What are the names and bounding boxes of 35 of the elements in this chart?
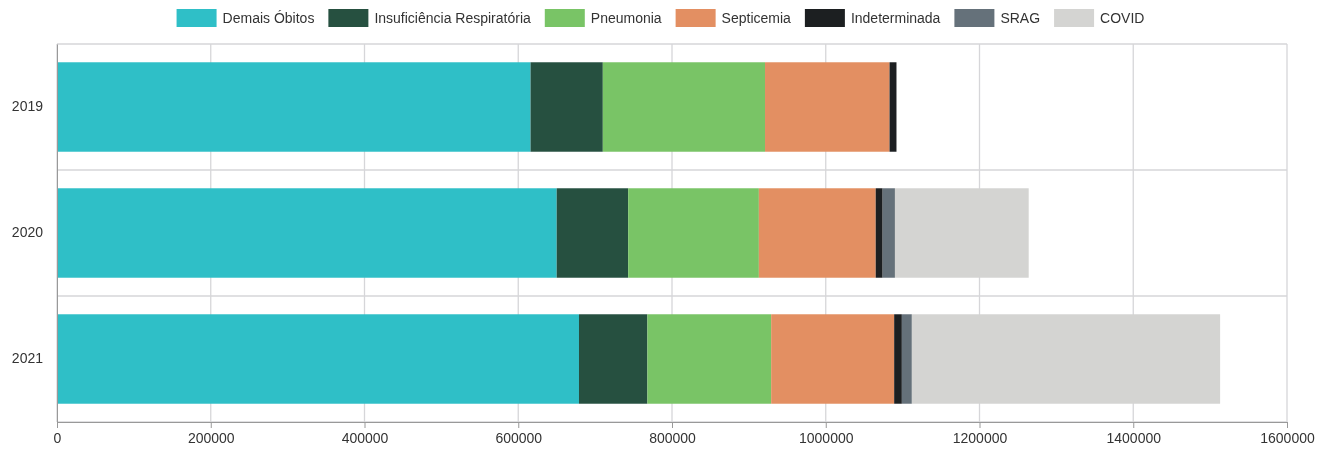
bar — [578, 314, 648, 404]
x-tick-label: 0 — [53, 429, 62, 446]
bar — [602, 62, 766, 152]
bar — [530, 62, 603, 152]
x-tick-label: 1200000 — [952, 429, 1008, 446]
bar — [882, 188, 895, 278]
bar — [57, 188, 557, 278]
x-tick-label: 1600000 — [1260, 429, 1315, 446]
bar — [875, 188, 883, 278]
bar — [57, 62, 531, 152]
x-tick-label: 400000 — [341, 429, 389, 446]
bar — [758, 188, 876, 278]
x-tick-label: 1000000 — [798, 429, 854, 446]
bar — [765, 62, 890, 152]
bar — [647, 314, 772, 404]
x-tick-label: 200000 — [187, 429, 235, 446]
x-tick-label: 600000 — [495, 429, 543, 446]
y-tick-label: 2021 — [11, 350, 44, 367]
legend-label: SRAG — [1000, 10, 1041, 26]
bar — [556, 188, 629, 278]
bar — [771, 314, 895, 404]
x-tick-label: 800000 — [649, 429, 697, 446]
y-tick-label: 2020 — [11, 224, 44, 241]
bar — [901, 314, 912, 404]
x-tick-label: 1400000 — [1106, 429, 1162, 446]
legend-label: Demais Óbitos — [222, 10, 315, 26]
legend-label: Indeterminada — [850, 10, 941, 26]
bar — [57, 314, 579, 404]
legend-label: Septicemia — [721, 10, 792, 26]
legend-label: Insuficiência Respiratória — [374, 10, 531, 26]
legend-label: COVID — [1100, 10, 1145, 26]
legend-label: Pneumonia — [590, 10, 662, 26]
bar — [628, 188, 759, 278]
bar — [894, 314, 902, 404]
y-tick-label: 2019 — [11, 98, 44, 115]
